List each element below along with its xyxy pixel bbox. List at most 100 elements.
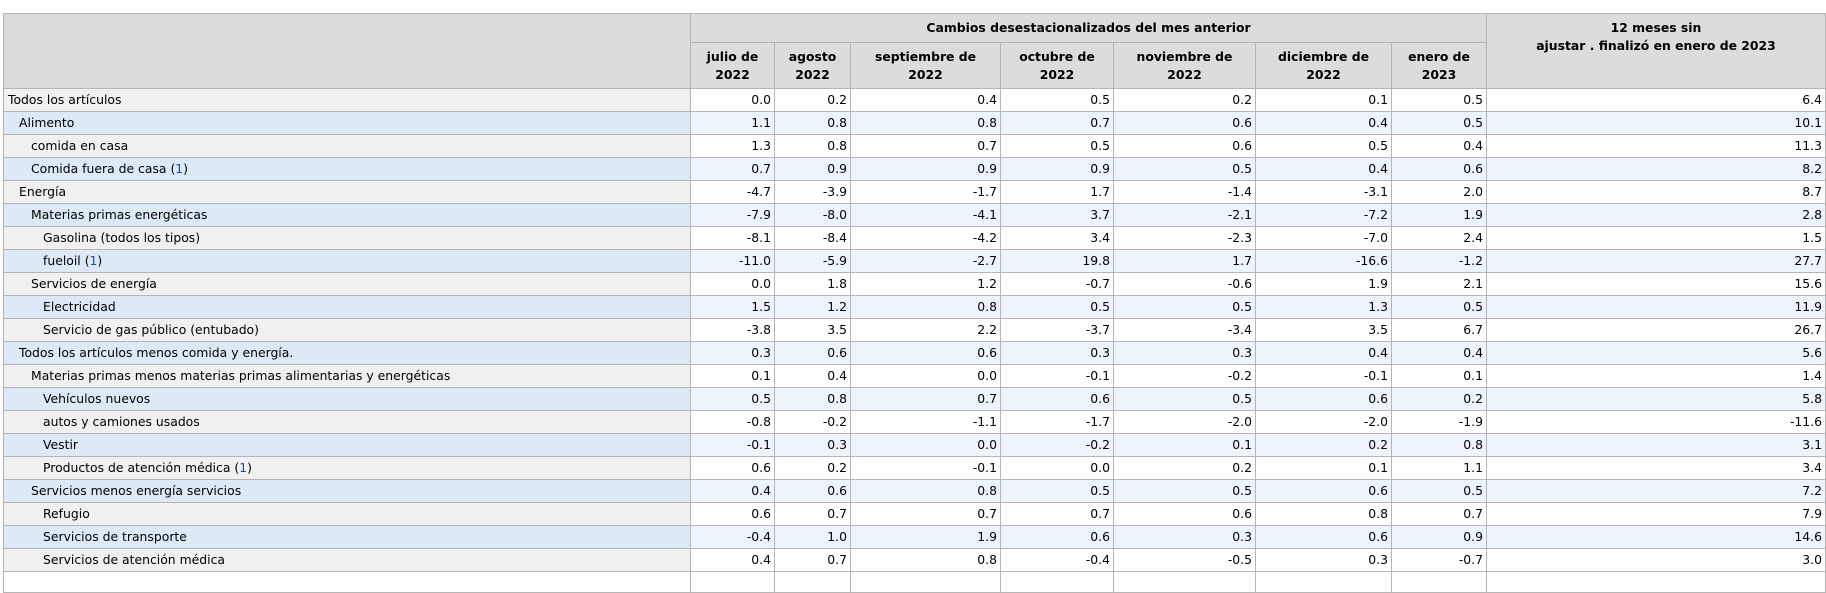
twelve-month-header-line1: 12 meses sin (1610, 20, 1702, 35)
value-cell: 0.5 (1255, 134, 1392, 158)
month-header-line1: octubre de (1019, 48, 1095, 64)
value-cell: 0.9 (1000, 157, 1114, 181)
value-cell: 0.4 (1255, 157, 1392, 181)
footnote-link[interactable]: 1 (89, 253, 98, 268)
seasonal-group-header: Cambios desestacionalizados del mes ante… (690, 13, 1487, 43)
value-cell: -0.2 (1113, 364, 1256, 388)
value-cell: 0.8 (774, 111, 851, 135)
month-header-line1: septiembre de (874, 48, 977, 64)
value-cell: 0.8 (850, 548, 1001, 572)
month-header-line2: 2022 (1039, 66, 1075, 82)
value-cell: 0.4 (1255, 341, 1392, 365)
cpi-changes-table: Cambios desestacionalizados del mes ante… (3, 13, 1826, 593)
value-cell: 0.4 (850, 88, 1001, 112)
value-cell: 0.3 (1113, 341, 1256, 365)
value-cell: -1.1 (850, 410, 1001, 434)
value-cell: 0.6 (1113, 134, 1256, 158)
annual-value-cell: 11.3 (1486, 134, 1826, 158)
month-header-line1: noviembre de (1136, 48, 1233, 64)
row-label-cell: Energía (3, 180, 691, 204)
row-label-cell: Productos de atención médica (1) (3, 456, 691, 480)
value-cell: -2.7 (850, 249, 1001, 273)
empty-cell (1255, 571, 1392, 593)
row-label-cell: Servicio de gas público (entubado) (3, 318, 691, 342)
value-cell: 0.3 (690, 341, 775, 365)
annual-value-cell: 2.8 (1486, 203, 1826, 227)
value-cell: 0.2 (774, 88, 851, 112)
value-cell: 0.5 (1113, 387, 1256, 411)
empty-cell (690, 571, 775, 593)
value-cell: 1.3 (690, 134, 775, 158)
month-header-line1: julio de (706, 48, 759, 64)
value-cell: 0.2 (1391, 387, 1487, 411)
value-cell: 0.8 (850, 295, 1001, 319)
value-cell: 0.6 (1000, 387, 1114, 411)
annual-value-cell: 1.4 (1486, 364, 1826, 388)
value-cell: -1.9 (1391, 410, 1487, 434)
value-cell: 0.2 (1113, 456, 1256, 480)
table-row: Vestir -0.1 0.3 0.0 -0.2 0.1 0.2 0.8 3.1 (3, 433, 1826, 457)
table-row: Servicio de gas público (entubado) -3.8 3.… (3, 318, 1826, 342)
value-cell: 0.0 (690, 88, 775, 112)
row-label-cell: Electricidad (3, 295, 691, 319)
row-label: Productos de atención médica (43, 460, 231, 475)
table-row: autos y camiones usados -0.8 -0.2 -1.1 -1.7-… (3, 410, 1826, 434)
value-cell: -3.9 (774, 180, 851, 204)
value-cell: -0.1 (690, 433, 775, 457)
value-cell: -5.9 (774, 249, 851, 273)
month-header-line2: 2022 (908, 66, 943, 82)
row-label-cell: fueloil (1) (3, 249, 691, 273)
row-label: Todos los artículos menos comida y energ… (19, 345, 294, 360)
value-cell: 1.1 (690, 111, 775, 135)
value-cell: 0.6 (1255, 525, 1392, 549)
annual-value-cell: 26.7 (1486, 318, 1826, 342)
value-cell: 0.6 (774, 479, 851, 503)
table-row: Servicios de transporte -0.4 1.0 1.9 0.6 0.3 0… (3, 525, 1826, 549)
annual-value-cell: 15.6 (1486, 272, 1826, 296)
value-cell: 0.1 (1113, 433, 1256, 457)
month-header-line2: 2022 (795, 66, 830, 82)
row-label: Servicios de transporte (43, 529, 187, 544)
annual-value-cell: 8.2 (1486, 157, 1826, 181)
value-cell: 0.7 (850, 134, 1001, 158)
value-cell: 0.6 (774, 341, 851, 365)
value-cell: 0.8 (850, 479, 1001, 503)
empty-cell (1486, 571, 1826, 593)
value-cell: 19.8 (1000, 249, 1114, 273)
row-label-cell: Gasolina (todos los tipos) (3, 226, 691, 250)
row-label: Materias primas energéticas (31, 207, 208, 222)
annual-value-cell: 27.7 (1486, 249, 1826, 273)
row-label-cell: Servicios de transporte (3, 525, 691, 549)
twelve-month-header: 12 meses sin ajustar . finalizó en enero… (1486, 13, 1826, 89)
value-cell: -1.2 (1391, 249, 1487, 273)
value-cell: 1.9 (1255, 272, 1392, 296)
value-cell: 0.4 (774, 364, 851, 388)
month-header-3: octubre de 2022 (1000, 42, 1114, 89)
value-cell: -0.2 (1000, 433, 1114, 457)
value-cell: 0.0 (1000, 456, 1114, 480)
annual-value-cell: 5.8 (1486, 387, 1826, 411)
annual-value-cell: 5.6 (1486, 341, 1826, 365)
value-cell: 3.7 (1000, 203, 1114, 227)
value-cell: 1.9 (1391, 203, 1487, 227)
value-cell: 1.7 (1000, 180, 1114, 204)
footnote-link[interactable]: 1 (239, 460, 248, 475)
value-cell: 3.5 (774, 318, 851, 342)
row-label-cell: Todos los artículos menos comida y energ… (3, 341, 691, 365)
row-label: autos y camiones usados (43, 414, 200, 429)
value-cell: 0.3 (1113, 525, 1256, 549)
row-label-cell: Todos los artículos (3, 88, 691, 112)
annual-value-cell: 7.2 (1486, 479, 1826, 503)
value-cell: 0.4 (1391, 134, 1487, 158)
row-label: Comida fuera de casa (31, 161, 167, 176)
footnote-link[interactable]: 1 (175, 161, 184, 176)
value-cell: 0.4 (690, 479, 775, 503)
row-label: Alimento (19, 115, 75, 130)
month-header-line2: 2023 (1421, 66, 1457, 82)
row-label: Servicios de atención médica (43, 552, 225, 567)
table-row (3, 571, 1826, 593)
table-row: Comida fuera de casa (1) 0.7 0.9 0.9 0.9 0.5 0… (3, 157, 1826, 181)
row-label-cell: Refugio (3, 502, 691, 526)
value-cell: 1.3 (1255, 295, 1392, 319)
value-cell: 1.5 (690, 295, 775, 319)
